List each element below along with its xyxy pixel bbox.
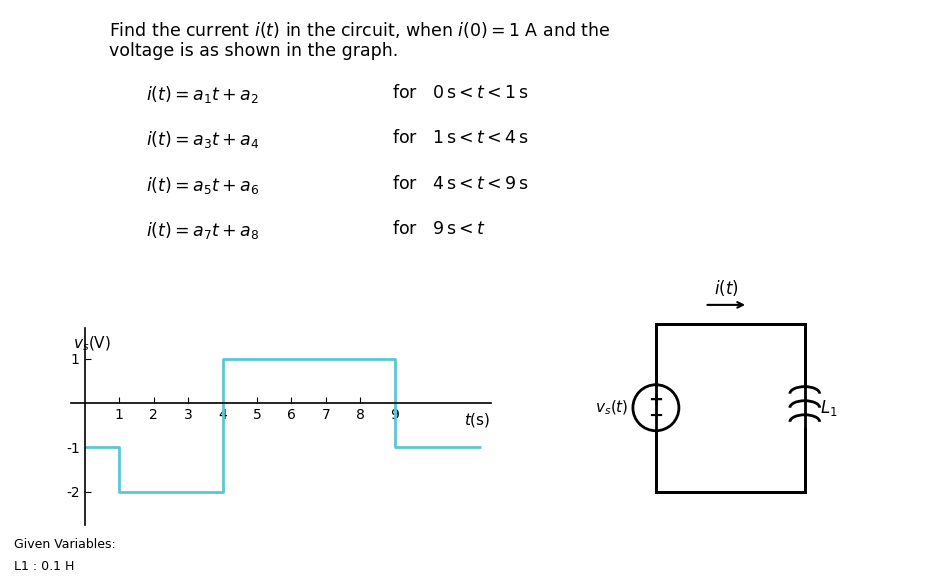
Text: $L_1$: $L_1$	[818, 398, 836, 418]
Text: for   $4\,\mathrm{s} < t < 9\,\mathrm{s}$: for $4\,\mathrm{s} < t < 9\,\mathrm{s}$	[392, 175, 529, 193]
Text: $i(t) = a_1t + a_2$: $i(t) = a_1t + a_2$	[146, 84, 259, 105]
Text: $v_s(t)$: $v_s(t)$	[595, 398, 628, 417]
Text: for   $0\,\mathrm{s} < t < 1\,\mathrm{s}$: for $0\,\mathrm{s} < t < 1\,\mathrm{s}$	[392, 84, 529, 102]
Text: for   $9\,\mathrm{s} < t$: for $9\,\mathrm{s} < t$	[392, 220, 486, 238]
Text: −: −	[648, 407, 663, 425]
Text: L1 : 0.1 H: L1 : 0.1 H	[14, 560, 75, 573]
Text: $v_s$(V): $v_s$(V)	[73, 334, 110, 353]
Text: $i(t) = a_7t + a_8$: $i(t) = a_7t + a_8$	[146, 220, 260, 241]
Text: $t$(s): $t$(s)	[464, 411, 490, 429]
Text: Given Variables:: Given Variables:	[14, 538, 116, 551]
Text: $i(t) = a_5t + a_6$: $i(t) = a_5t + a_6$	[146, 175, 260, 195]
Text: +: +	[648, 390, 663, 409]
Bar	[655, 324, 804, 492]
Text: $i(t) = a_3t + a_4$: $i(t) = a_3t + a_4$	[146, 129, 260, 150]
Text: for   $1\,\mathrm{s} < t < 4\,\mathrm{s}$: for $1\,\mathrm{s} < t < 4\,\mathrm{s}$	[392, 129, 529, 147]
Text: Find the current $i(t)$ in the circuit, when $i(0) = 1$ A and the: Find the current $i(t)$ in the circuit, …	[109, 20, 610, 40]
Text: $i(t)$: $i(t)$	[713, 278, 738, 298]
Text: voltage is as shown in the graph.: voltage is as shown in the graph.	[109, 42, 397, 60]
